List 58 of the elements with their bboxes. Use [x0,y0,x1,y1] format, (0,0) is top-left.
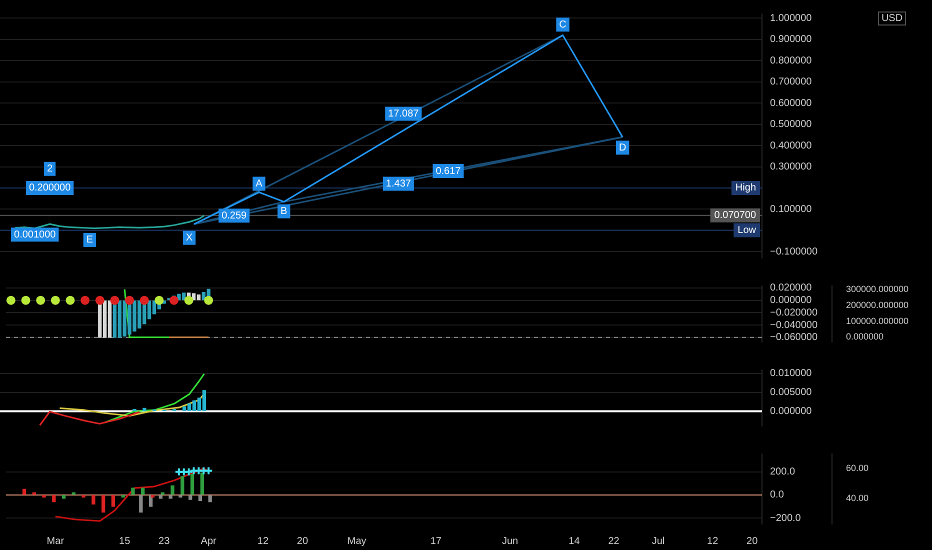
ref-line-label: Low [738,224,757,236]
x-tick-label: 23 [158,536,170,547]
annotation: E [86,234,94,246]
x-tick-label: 14 [568,536,580,547]
y2-tick-label: 60.00 [846,463,869,474]
y-tick-label: 0.400000 [770,140,812,152]
y-tick-label: 0.500000 [770,119,812,130]
y-tick-label: 0.100000 [770,204,812,215]
annotation: 2 [47,164,54,175]
y-tick-label: 1.000000 [770,12,812,24]
y-tick-label: 0.900000 [770,34,812,46]
y-tick-label: 200.0 [770,466,796,478]
y2-tick-label: 40.00 [846,493,869,504]
annotation: B [280,206,288,218]
x-tick-label: Mar [46,536,65,547]
annotation: X [186,232,193,244]
annotation: D [618,142,626,154]
y2-tick-label: 200000.000000 [846,300,909,310]
y-tick-label: 0.0 [770,490,784,501]
annotation: C [559,19,566,30]
y-tick-label: 0.020000 [770,282,812,294]
x-tick-label: 12 [257,536,269,547]
y-tick-label: −0.060000 [770,332,818,344]
y-tick-label: −0.100000 [770,246,818,258]
y-tick-label: −200.0 [770,512,802,524]
x-tick-label: Jun [502,536,518,547]
y2-tick-label: 100000.000000 [846,316,909,326]
y-tick-label: −0.040000 [770,320,818,331]
y-tick-label: 0.000000 [770,295,812,306]
annotation: 0.617 [436,166,462,177]
x-tick-label: 20 [296,536,308,547]
y2-tick-label: 300000.000000 [846,284,909,294]
x-tick-label: 15 [119,536,131,547]
text: USD [881,12,903,24]
x-tick-label: May [347,536,366,547]
annotation: 0.001000 [14,229,56,240]
x-tick-label: 17 [430,536,442,547]
y-tick-label: 0.005000 [770,387,812,398]
y-tick-label: 0.600000 [770,98,812,109]
annotation: A [256,178,263,190]
y-tick-label: 0.010000 [770,368,812,380]
y-tick-label: −0.020000 [770,307,818,318]
annotation: 0.259 [222,210,248,222]
x-tick-label: Apr [200,536,218,547]
annotation: 1.437 [386,178,412,190]
ref-line-label: 0.070700 [714,210,756,222]
x-tick-label: 12 [707,536,719,547]
y-tick-label: 0.300000 [770,162,812,173]
x-tick-label: 20 [746,536,758,547]
y-tick-label: 0.800000 [770,55,812,66]
y-tick-label: 0.700000 [770,76,812,88]
ref-line-label: High [735,182,756,194]
y-tick-label: 0.000000 [770,406,812,417]
x-tick-label: Jul [652,536,665,547]
annotation: 17.087 [388,108,420,120]
x-tick-label: 22 [608,536,620,547]
annotation: 0.200000 [28,182,72,194]
y2-tick-label: 0.000000 [846,332,884,342]
